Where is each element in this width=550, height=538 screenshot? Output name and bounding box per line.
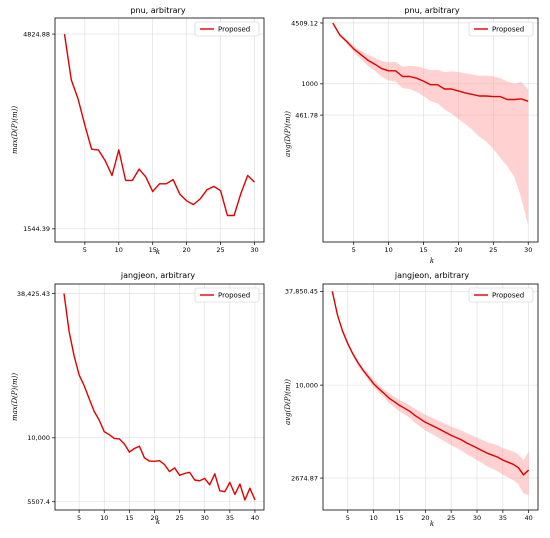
x-tick-label: 30 bbox=[201, 514, 209, 522]
x-tick-label: 10 bbox=[115, 246, 123, 254]
chart-title: jangjeon, arbitrary bbox=[394, 271, 470, 280]
legend-label: Proposed bbox=[218, 292, 250, 300]
plot-frame bbox=[54, 17, 265, 243]
x-tick-label: 20 bbox=[150, 514, 158, 522]
y-tick-label: 10,000 bbox=[27, 434, 50, 442]
x-tick-label: 30 bbox=[524, 246, 532, 254]
y-tick-label: 37,850.45 bbox=[285, 288, 318, 296]
x-tick-label: 5 bbox=[77, 514, 81, 522]
chart-panel-jangjeon-avg: jangjeon, arbitrary k avg(D(P)(m)) 5 10 15… bbox=[284, 271, 539, 528]
confidence-band bbox=[332, 291, 529, 496]
y-tick-label: 5507.4 bbox=[27, 498, 50, 506]
legend-label: Proposed bbox=[492, 26, 524, 34]
y-tick-label: 10,000 bbox=[295, 381, 318, 389]
x-tick-label: 40 bbox=[525, 514, 533, 522]
y-tick-label: 4509.12 bbox=[291, 19, 318, 27]
y-axis-label: max(D(P)(m)) bbox=[11, 106, 19, 154]
x-tick-label: 25 bbox=[489, 246, 497, 254]
x-tick-label: 25 bbox=[175, 514, 183, 522]
chart-title: jangjeon, arbitrary bbox=[120, 271, 196, 280]
x-tick-label: 20 bbox=[454, 246, 462, 254]
x-tick-label: 15 bbox=[149, 246, 157, 254]
chart-panel-pnu-max: pnu, arbitrary k max(D(P)(m)) 5 10 15 20 25 3… bbox=[11, 6, 265, 256]
plot-frame bbox=[322, 17, 539, 243]
legend-box bbox=[194, 287, 260, 303]
y-tick-label: 461.78 bbox=[295, 111, 318, 119]
x-tick-label: 40 bbox=[251, 514, 259, 522]
chart-title: pnu, arbitrary bbox=[404, 6, 459, 15]
x-tick-label: 15 bbox=[419, 246, 427, 254]
plot-frame bbox=[322, 283, 539, 511]
legend-label: Proposed bbox=[492, 292, 524, 300]
x-axis-label: k bbox=[430, 520, 434, 528]
series-line-proposed bbox=[331, 291, 530, 476]
legend-label: Proposed bbox=[218, 26, 250, 34]
y-tick-label: 2674.87 bbox=[291, 474, 318, 482]
x-axis-label: k bbox=[156, 518, 160, 526]
chart-panel-jangjeon-max: jangjeon, arbitrary k max(D(P)(m)) 5 10 15… bbox=[11, 271, 265, 526]
x-tick-label: 30 bbox=[473, 514, 481, 522]
x-axis-label: k bbox=[430, 257, 434, 265]
x-tick-label: 5 bbox=[83, 246, 87, 254]
y-axis-label: max(D(P)(m)) bbox=[11, 373, 19, 421]
plot-frame bbox=[54, 283, 265, 511]
x-tick-label: 30 bbox=[250, 246, 258, 254]
x-tick-label: 10 bbox=[384, 246, 392, 254]
x-tick-label: 15 bbox=[125, 514, 133, 522]
confidence-band bbox=[332, 23, 529, 226]
x-tick-label: 20 bbox=[183, 246, 191, 254]
legend-box bbox=[468, 21, 534, 37]
x-tick-label: 35 bbox=[499, 514, 507, 522]
chart-title: pnu, arbitrary bbox=[130, 6, 185, 15]
y-tick-label: 4824.88 bbox=[23, 30, 50, 38]
x-tick-label: 5 bbox=[346, 514, 350, 522]
y-axis-label: avg(D(P)(m)) bbox=[284, 111, 292, 157]
y-tick-label: 1000 bbox=[301, 80, 318, 88]
x-tick-label: 15 bbox=[395, 514, 403, 522]
x-axis-label: k bbox=[156, 248, 160, 256]
x-tick-label: 10 bbox=[370, 514, 378, 522]
y-tick-label: 1544.39 bbox=[23, 225, 50, 233]
x-tick-label: 25 bbox=[447, 514, 455, 522]
y-tick-label: 38,425.43 bbox=[17, 290, 50, 298]
x-tick-label: 10 bbox=[100, 514, 108, 522]
x-tick-label: 35 bbox=[226, 514, 234, 522]
legend-box bbox=[194, 21, 260, 37]
x-tick-label: 20 bbox=[421, 514, 429, 522]
chart-panel-pnu-avg: pnu, arbitrary k avg(D(P)(m)) 5 10 15 20 25 3… bbox=[284, 6, 539, 265]
x-tick-label: 5 bbox=[352, 246, 356, 254]
series-line-proposed bbox=[63, 293, 256, 501]
x-tick-label: 25 bbox=[216, 246, 224, 254]
legend-box bbox=[468, 287, 534, 303]
series-line-proposed bbox=[63, 33, 255, 217]
series-line-proposed bbox=[332, 22, 529, 102]
y-axis-label: avg(D(P)(m)) bbox=[284, 379, 292, 425]
